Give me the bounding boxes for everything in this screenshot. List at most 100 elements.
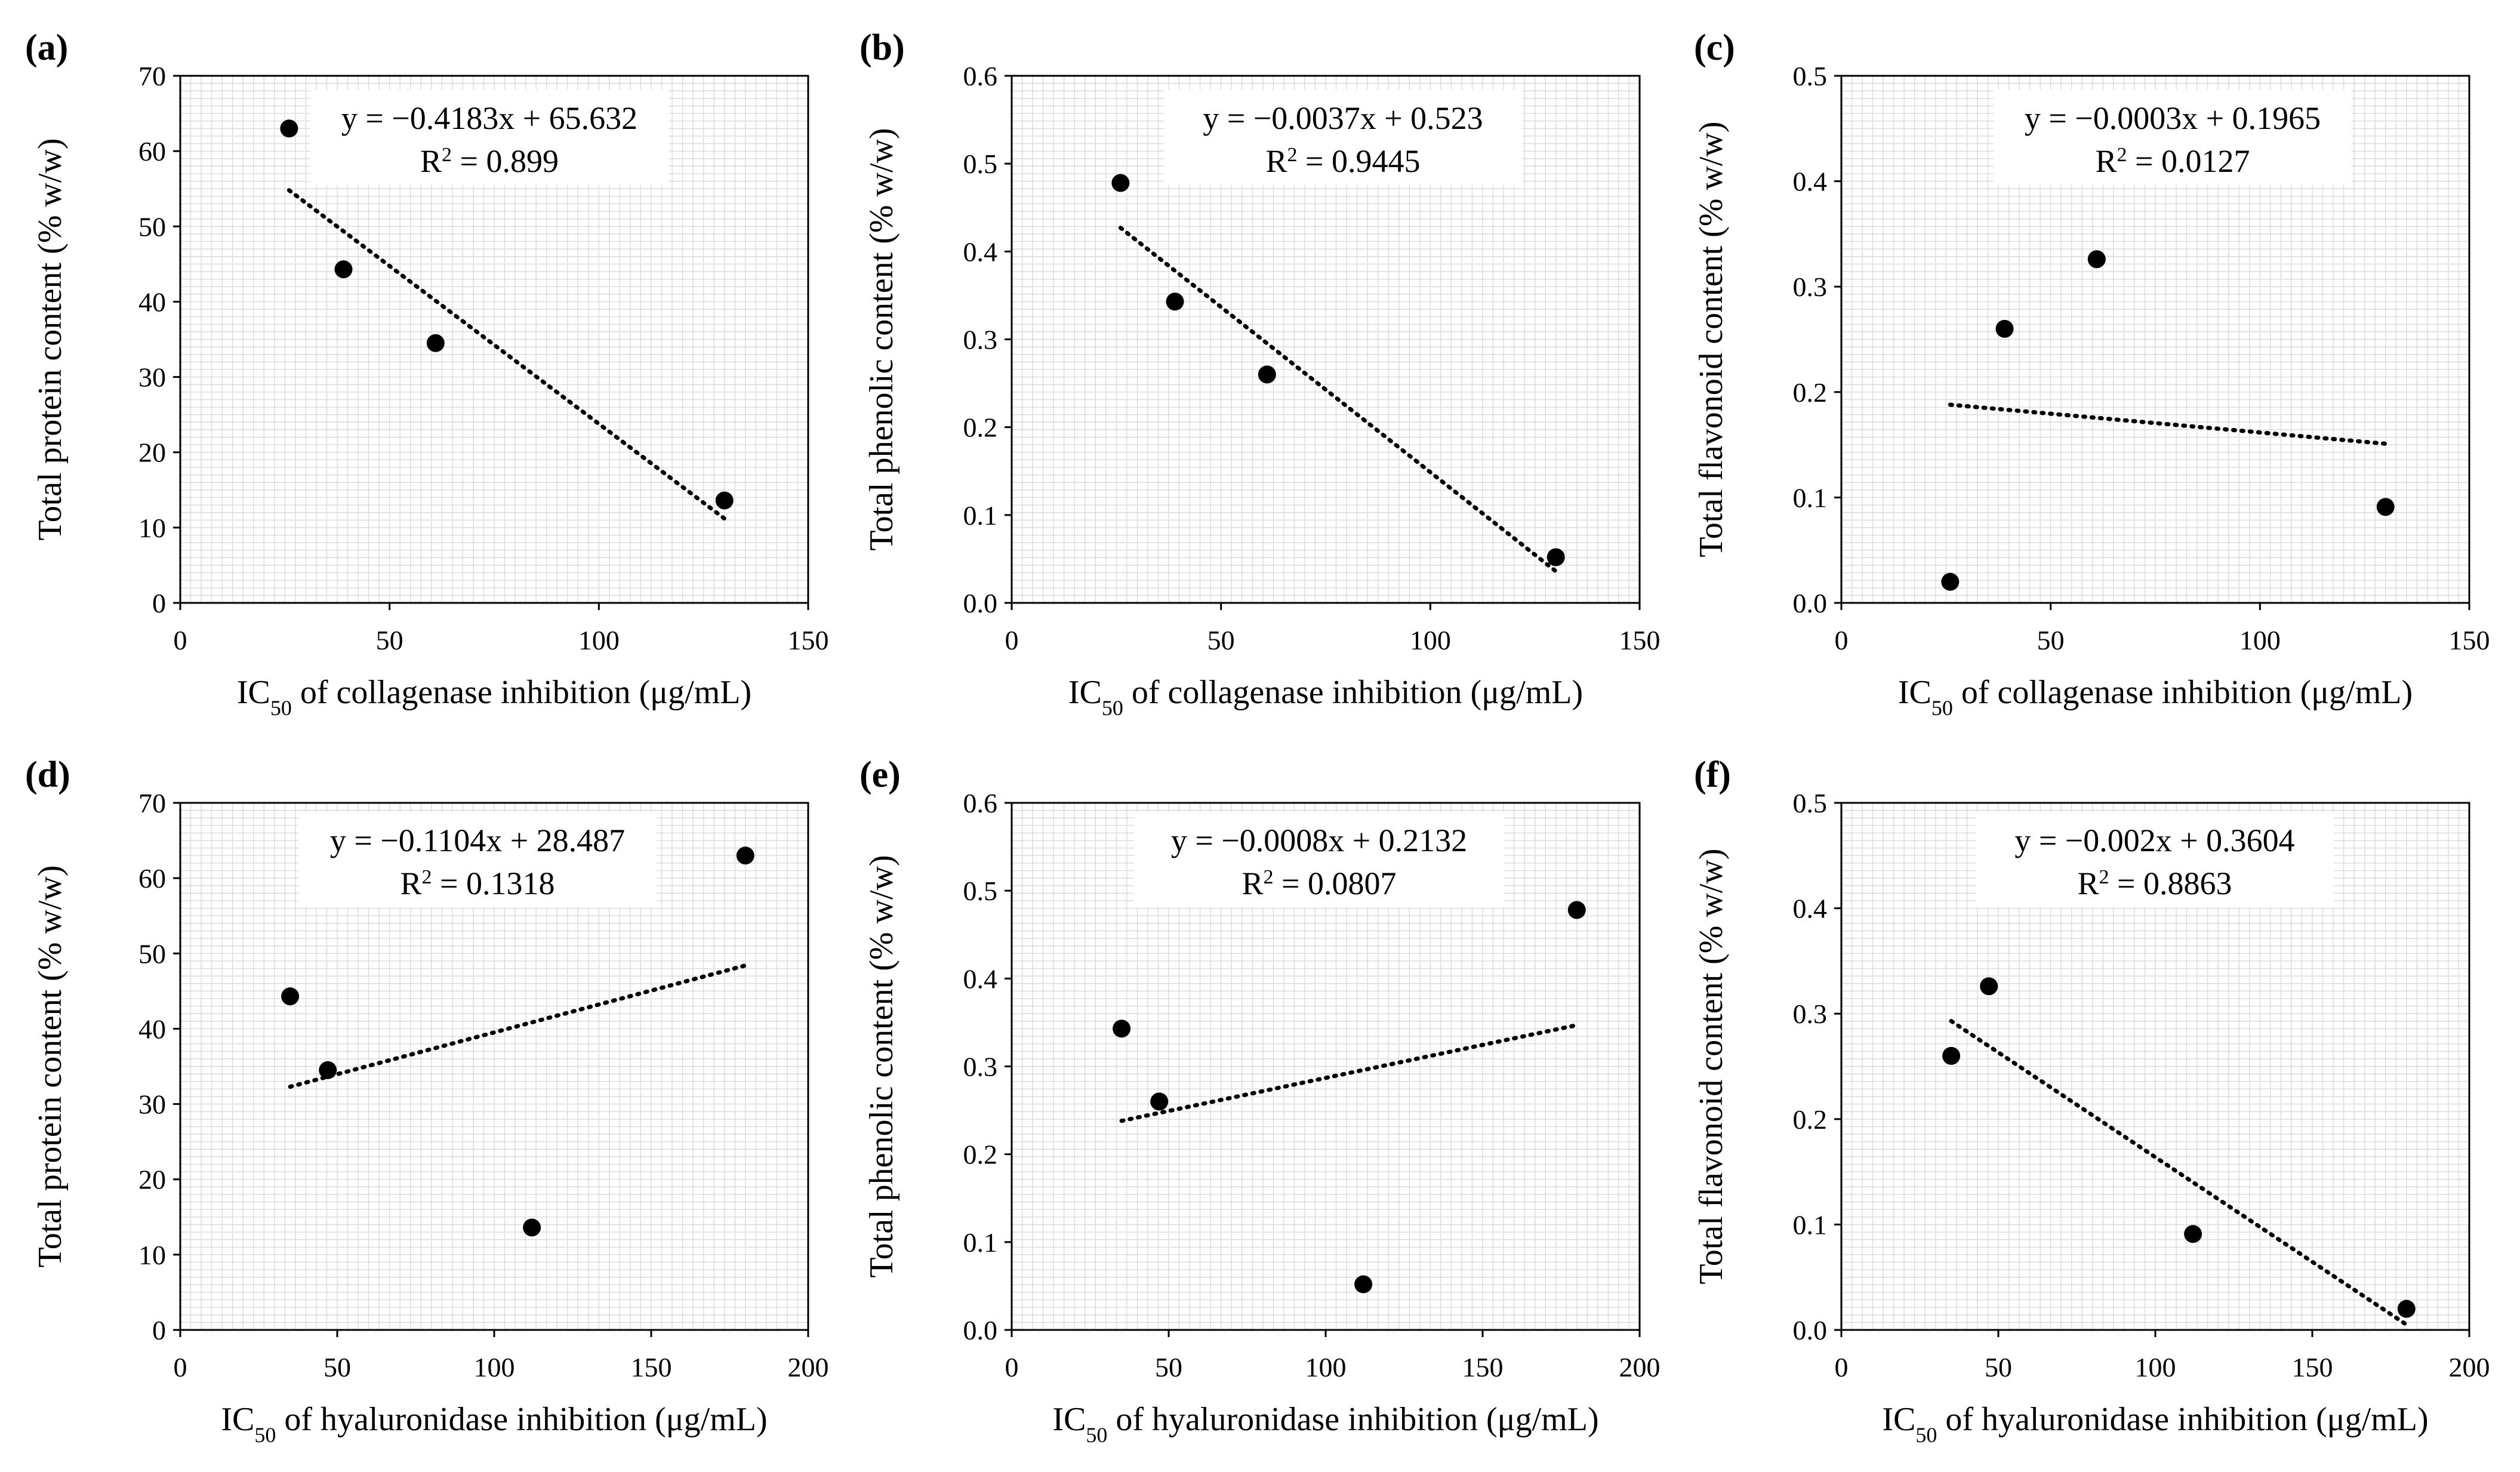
y-tick-label: 0.3 — [963, 325, 998, 355]
y-axis-label: Total flavonoid content (% w/w) — [1693, 848, 1730, 1284]
y-tick-label: 50 — [138, 211, 166, 242]
x-tick-label: 0 — [1835, 625, 1849, 655]
panel-label: (b) — [859, 27, 905, 68]
data-point — [281, 987, 300, 1006]
x-axis-label-subscript: 50 — [1086, 1423, 1107, 1447]
y-tick-label: 0.3 — [963, 1052, 998, 1082]
y-tick-label: 0.2 — [963, 412, 998, 443]
x-tick-label: 0 — [174, 1352, 187, 1382]
y-tick-label: 0.0 — [963, 1315, 998, 1345]
r-squared-prefix: R — [2078, 866, 2099, 901]
x-axis-label-subscript: 50 — [270, 696, 292, 720]
y-tick-label: 0.3 — [1793, 999, 1828, 1029]
plot-frame — [179, 75, 809, 604]
data-point — [1111, 174, 1130, 192]
equation-box — [1994, 90, 2352, 185]
y-tick-label: 0.4 — [1793, 167, 1828, 197]
x-axis-label: IC50 of collagenase inhibition (μg/mL) — [237, 674, 751, 720]
y-tick-label: 20 — [138, 1165, 166, 1195]
y-tick-label: 0.3 — [1793, 272, 1828, 302]
r-squared: R2 = 0.0127 — [2096, 143, 2250, 179]
x-tick-label: 100 — [2239, 625, 2281, 655]
regression-equation: y = −0.0037x + 0.523 — [1203, 100, 1483, 136]
regression-equation: y = −0.0008x + 0.2132 — [1171, 823, 1467, 858]
r-squared-superscript: 2 — [2117, 144, 2127, 166]
data-point — [2184, 1225, 2202, 1243]
y-tick-label: 0.5 — [963, 876, 998, 906]
r-squared: R2 = 0.1318 — [401, 866, 555, 901]
y-axis-label: Total protein content (% w/w) — [32, 138, 69, 540]
equation-box — [1976, 812, 2334, 907]
data-point — [1150, 1092, 1169, 1111]
x-tick-label: 50 — [376, 625, 403, 655]
x-tick-label: 100 — [474, 1352, 515, 1382]
x-axis-label-pre: IC — [1068, 674, 1102, 711]
grid — [1841, 76, 2469, 603]
y-axis-label: Total phenolic content (% w/w) — [863, 128, 900, 550]
x-axis-label-post: of hyaluronidase inhibition (μg/mL) — [1107, 1401, 1598, 1438]
data-point — [1567, 901, 1586, 919]
data-point — [334, 260, 353, 279]
x-tick-label: 150 — [788, 625, 829, 655]
x-tick-label: 50 — [1155, 1352, 1182, 1382]
x-axis-label-pre: IC — [237, 674, 270, 711]
regression-equation: y = −0.002x + 0.3604 — [2014, 823, 2294, 858]
r-squared-prefix: R — [401, 866, 422, 901]
x-axis-label-subscript: 50 — [254, 1423, 276, 1447]
y-tick-label: 0.0 — [963, 588, 998, 618]
y-tick-label: 60 — [138, 136, 166, 167]
y-tick-label: 0.1 — [1793, 482, 1828, 513]
x-tick-label: 0 — [174, 625, 187, 655]
plot-frame — [1840, 75, 2470, 604]
data-point — [736, 846, 754, 865]
x-axis-label: IC50 of hyaluronidase inhibition (μg/mL) — [221, 1401, 767, 1447]
x-tick-label: 50 — [324, 1352, 351, 1382]
r-squared-prefix: R — [1266, 143, 1287, 179]
regression-equation: y = −0.0003x + 0.1965 — [2025, 100, 2321, 136]
panel-label: (e) — [859, 755, 901, 795]
panel-label: (a) — [25, 27, 68, 68]
y-tick-label: 0.4 — [963, 963, 998, 994]
data-point — [1354, 1275, 1373, 1294]
r-squared-value: = 0.0807 — [1274, 866, 1397, 901]
x-axis-label: IC50 of hyaluronidase inhibition (μg/mL) — [1052, 1401, 1598, 1447]
panel-label: (c) — [1694, 27, 1735, 68]
x-tick-label: 150 — [2292, 1352, 2333, 1382]
y-tick-label: 60 — [138, 863, 166, 894]
y-tick-label: 10 — [138, 513, 166, 543]
y-tick-label: 0.6 — [963, 61, 998, 91]
y-tick-label: 0.4 — [963, 236, 998, 267]
x-tick-label: 50 — [2037, 625, 2065, 655]
r-squared-value: = 0.899 — [452, 143, 559, 179]
x-axis-label: IC50 of collagenase inhibition (μg/mL) — [1898, 674, 2413, 720]
r-squared-value: = 0.1318 — [432, 866, 555, 901]
x-tick-label: 150 — [631, 1352, 672, 1382]
y-tick-label: 0.1 — [963, 500, 998, 531]
x-tick-label: 150 — [2449, 625, 2490, 655]
y-tick-label: 70 — [138, 788, 166, 818]
r-squared-superscript: 2 — [1287, 144, 1298, 166]
data-point — [280, 119, 298, 138]
trendline — [286, 188, 727, 521]
x-tick-label: 50 — [1985, 1352, 2012, 1382]
equation-box — [298, 812, 657, 907]
r-squared-superscript: 2 — [1264, 866, 1274, 888]
data-point — [1980, 977, 1998, 996]
y-tick-label: 30 — [138, 1089, 166, 1120]
y-tick-label: 20 — [138, 438, 166, 468]
r-squared: R2 = 0.9445 — [1266, 143, 1421, 179]
data-point — [1113, 1020, 1131, 1038]
regression-equation: y = −0.4183x + 65.632 — [341, 100, 637, 136]
r-squared: R2 = 0.0807 — [1242, 866, 1397, 901]
equation-box — [1164, 90, 1522, 185]
y-tick-label: 0.5 — [1793, 61, 1828, 91]
x-axis-label-subscript: 50 — [1915, 1423, 1937, 1447]
y-tick-label: 0.1 — [1793, 1209, 1828, 1240]
y-tick-label: 0.1 — [963, 1227, 998, 1258]
data-point — [319, 1061, 337, 1079]
y-axis-label: Total flavonoid content (% w/w) — [1693, 121, 1730, 557]
trendline — [288, 963, 748, 1089]
